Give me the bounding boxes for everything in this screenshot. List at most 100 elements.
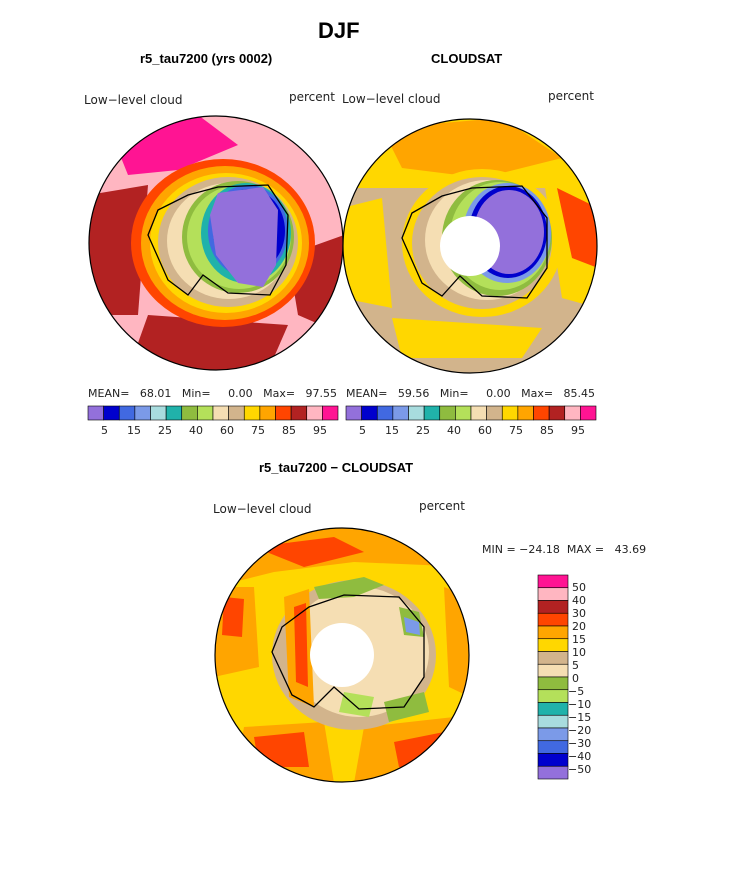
colorbar-tick: 95 <box>571 424 585 437</box>
colorbar-label: −5 <box>568 685 585 698</box>
panel-model-colorbar <box>87 405 339 421</box>
colorbar-tick: 5 <box>101 424 108 437</box>
panel-obs-variable-label: Low−level cloud <box>342 92 441 106</box>
colorbar-swatch <box>537 612 569 627</box>
colorbar-swatch <box>408 405 425 421</box>
colorbar-swatch <box>118 405 136 421</box>
panel-obs-units-label: percent <box>548 89 594 103</box>
colorbar-label: 20 <box>572 620 586 633</box>
colorbar-swatch <box>322 405 339 421</box>
colorbar-swatch <box>537 651 569 665</box>
panel-diff-polar-map <box>214 527 470 783</box>
colorbar-swatch <box>87 405 104 421</box>
colorbar-swatch <box>537 600 569 614</box>
colorbar-swatch <box>181 405 198 421</box>
colorbar-label: −15 <box>568 711 592 724</box>
colorbar-label: 10 <box>572 646 586 659</box>
panel-diff-title: r5_tau7200 − CLOUDSAT <box>259 460 414 475</box>
colorbar-tick: 15 <box>127 424 141 437</box>
panel-model-title: r5_tau7200 (yrs 0002) <box>140 51 273 66</box>
colorbar-label: 5 <box>572 659 579 672</box>
panel-obs-polar-map <box>342 118 598 374</box>
colorbar-swatch <box>501 405 519 421</box>
colorbar-swatch <box>537 702 569 716</box>
panel-model-polar-map <box>88 115 344 371</box>
colorbar-label: 50 <box>572 581 586 594</box>
panel-model-units-label: percent <box>289 90 335 104</box>
colorbar-swatch <box>243 405 261 421</box>
colorbar-tick: 85 <box>282 424 296 437</box>
colorbar-swatch <box>259 405 276 421</box>
colorbar-tick: 75 <box>509 424 523 437</box>
panel-diff-colorbar-labels: 50 40 30 20 15 10 5 0 −5 −10 −15 −20 −30… <box>568 575 612 785</box>
colorbar-swatch <box>103 405 120 421</box>
panel-diff-stats: MIN = −24.18 MAX = 43.69 <box>482 543 647 556</box>
colorbar-tick: 60 <box>478 424 492 437</box>
colorbar-tick: 40 <box>447 424 461 437</box>
colorbar-tick: 40 <box>189 424 203 437</box>
colorbar-swatch <box>580 405 597 421</box>
colorbar-swatch <box>537 765 569 780</box>
colorbar-swatch <box>537 727 569 742</box>
panel-model-colorbar-ticks: 5 15 25 40 60 75 85 95 <box>88 424 338 438</box>
colorbar-swatch <box>537 638 569 652</box>
colorbar-swatch <box>423 405 441 421</box>
panel-model-variable-label: Low−level cloud <box>84 93 183 107</box>
colorbar-swatch <box>361 405 378 421</box>
colorbar-swatch <box>228 405 245 421</box>
colorbar-swatch <box>306 405 323 421</box>
panel-diff-units-label: percent <box>419 499 465 513</box>
colorbar-swatch <box>275 405 292 421</box>
colorbar-label: 0 <box>572 672 579 685</box>
colorbar-swatch <box>564 405 581 421</box>
colorbar-swatch <box>197 405 214 421</box>
colorbar-tick: 15 <box>385 424 399 437</box>
colorbar-swatch <box>290 405 308 421</box>
colorbar-swatch <box>537 753 569 767</box>
figure-title: DJF <box>318 18 360 43</box>
colorbar-tick: 95 <box>313 424 327 437</box>
colorbar-label: −30 <box>568 737 592 750</box>
colorbar-swatch <box>537 676 569 691</box>
colorbar-tick: 25 <box>416 424 430 437</box>
colorbar-swatch <box>150 405 167 421</box>
colorbar-swatch <box>533 405 550 421</box>
panel-obs-colorbar-ticks: 5 15 25 40 60 75 85 95 <box>346 424 596 438</box>
colorbar-swatch <box>134 405 151 421</box>
panel-diff-colorbar <box>537 574 569 780</box>
colorbar-swatch <box>165 405 183 421</box>
colorbar-swatch <box>439 405 456 421</box>
colorbar-tick: 25 <box>158 424 172 437</box>
colorbar-tick: 85 <box>540 424 554 437</box>
panel-obs-stats: MEAN= 59.56 Min= 0.00 Max= 85.45 <box>346 387 596 400</box>
colorbar-swatch <box>537 587 569 601</box>
colorbar-swatch <box>470 405 487 421</box>
colorbar-swatch <box>537 574 569 589</box>
colorbar-swatch <box>537 740 569 754</box>
colorbar-label: −50 <box>568 763 592 776</box>
colorbar-swatch <box>376 405 394 421</box>
colorbar-swatch <box>537 625 569 640</box>
colorbar-label: −20 <box>568 724 592 737</box>
colorbar-tick: 75 <box>251 424 265 437</box>
colorbar-swatch <box>455 405 472 421</box>
colorbar-label: 30 <box>572 607 586 620</box>
colorbar-label: 40 <box>572 594 586 607</box>
colorbar-swatch <box>345 405 362 421</box>
panel-obs-colorbar <box>345 405 597 421</box>
panel-obs-title: CLOUDSAT <box>431 51 503 66</box>
colorbar-swatch <box>486 405 503 421</box>
colorbar-swatch <box>212 405 229 421</box>
colorbar-label: −10 <box>568 698 592 711</box>
colorbar-swatch <box>537 714 569 729</box>
panel-diff-variable-label: Low−level cloud <box>213 502 312 516</box>
colorbar-swatch <box>392 405 409 421</box>
colorbar-swatch <box>537 663 569 678</box>
colorbar-tick: 60 <box>220 424 234 437</box>
panel-model-stats: MEAN= 68.01 Min= 0.00 Max= 97.55 <box>88 387 338 400</box>
colorbar-swatch <box>517 405 534 421</box>
colorbar-tick: 5 <box>359 424 366 437</box>
colorbar-label: −40 <box>568 750 592 763</box>
colorbar-label: 15 <box>572 633 586 646</box>
colorbar-swatch <box>548 405 566 421</box>
